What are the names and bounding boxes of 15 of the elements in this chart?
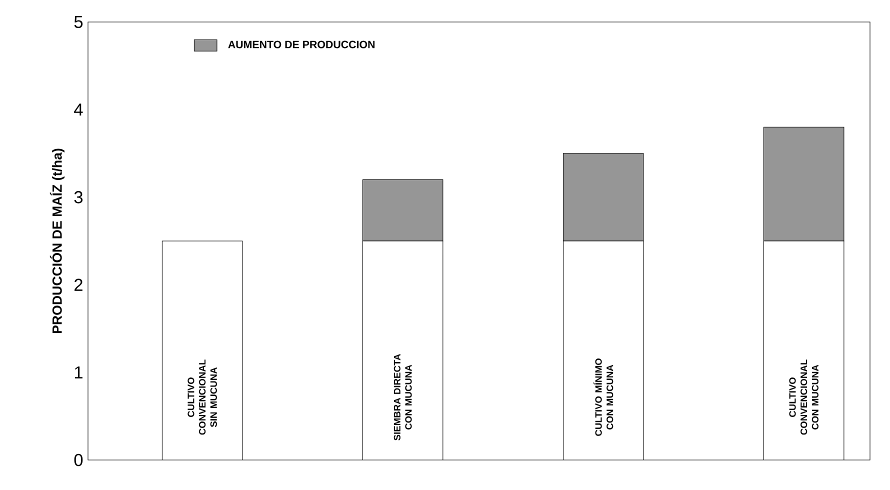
y-tick-label: 3 (74, 191, 83, 204)
x-tick-label: CULTIVO CONVENCIONAL CON MUCUNA (789, 360, 818, 435)
x-tick-label: SIEMBRA DIRECTA CON MUCUNA (394, 354, 412, 440)
bar (763, 240, 844, 460)
y-axis-title: PRODUCCIÓN DE MAÍZ (t/ha) (50, 148, 64, 334)
x-tick-label: CULTIVO MÍNIMO CON MUCUNA (593, 358, 614, 436)
bar (362, 240, 444, 460)
y-tick-label: 4 (74, 104, 83, 116)
x-tick-label: CULTIVO CONVENCIONAL SIN MUCUNA (188, 360, 217, 435)
y-tick-label: 2 (74, 278, 82, 291)
bar (562, 240, 644, 460)
legend-label: AUMENTO DE PRODUCCION (228, 40, 375, 48)
y-tick-label: 0 (74, 454, 83, 466)
y-tick-label: 5 (74, 16, 83, 28)
y-tick-label: 1 (74, 366, 82, 378)
